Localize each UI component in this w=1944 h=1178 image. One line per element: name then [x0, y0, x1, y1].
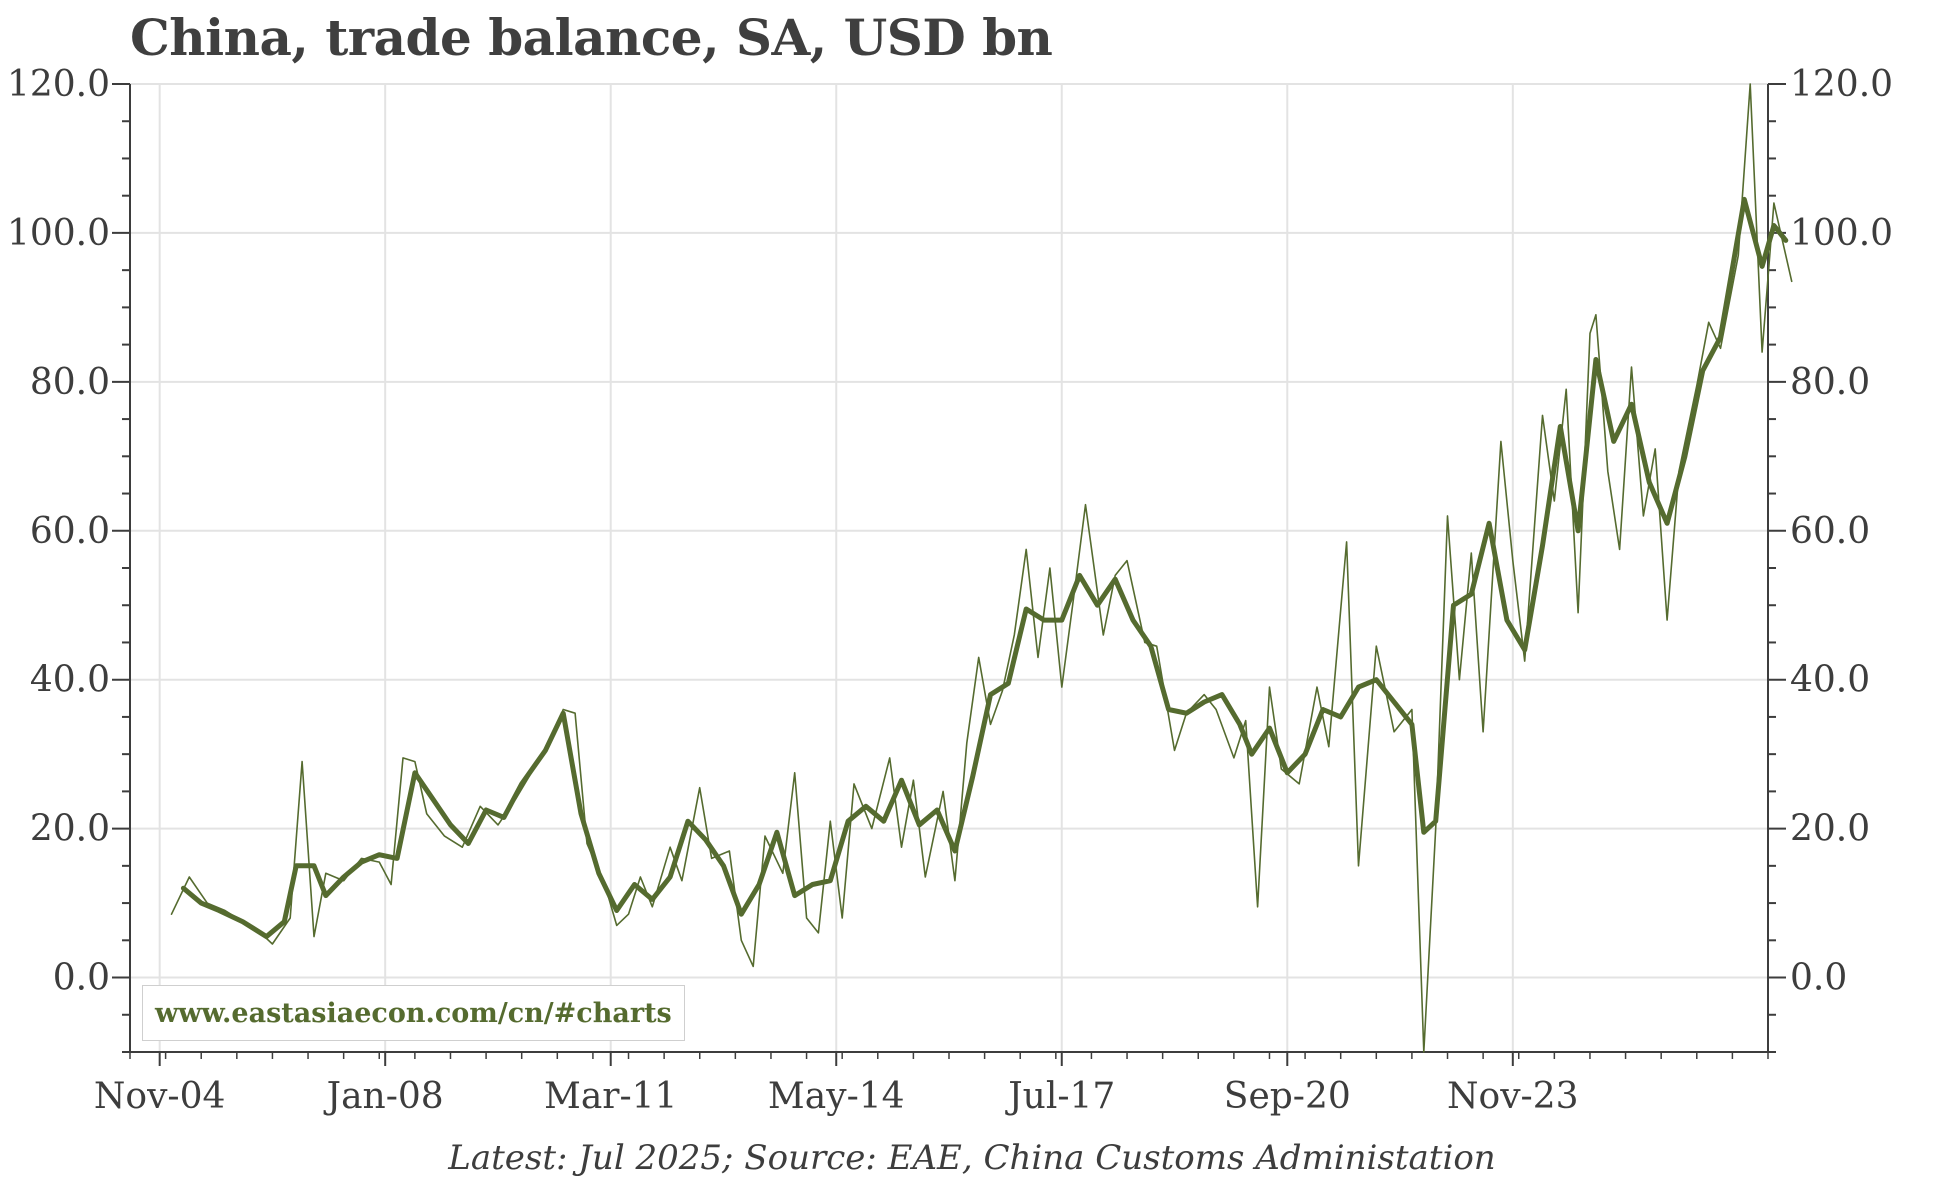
y-tick-label-left: 80.0 — [30, 362, 110, 403]
x-tick-label: Mar-11 — [544, 1076, 678, 1117]
plot-frame — [129, 83, 1769, 1053]
y-tick-label-left: 20.0 — [30, 809, 110, 850]
y-tick-label-right: 80.0 — [1790, 362, 1870, 403]
y-tick-label-left: 100.0 — [7, 213, 110, 254]
y-tick-label-right: 20.0 — [1790, 809, 1870, 850]
y-tick-label-right: 100.0 — [1790, 213, 1893, 254]
y-tick-label-right: 120.0 — [1790, 64, 1893, 105]
x-tick-label: May-14 — [768, 1076, 905, 1117]
x-tick-label: Jan-08 — [323, 1076, 444, 1117]
y-tick-label-left: 40.0 — [30, 660, 110, 701]
y-tick-label-right: 0.0 — [1790, 958, 1847, 999]
x-tick-label: Nov-04 — [94, 1076, 225, 1117]
y-tick-label-left: 0.0 — [53, 958, 110, 999]
series-line-thin — [170, 83, 1793, 1053]
source-note: Latest: Jul 2025; Source: EAE, China Cus… — [448, 1138, 1496, 1178]
x-tick-label: Nov-23 — [1447, 1076, 1578, 1117]
axes — [112, 83, 1786, 1066]
y-tick-label-right: 40.0 — [1790, 660, 1870, 701]
watermark-url[interactable]: www.eastasiaecon.com/cn/#charts — [142, 985, 685, 1041]
y-tick-label-right: 60.0 — [1790, 511, 1870, 552]
tick-labels: 120.0 120.0 100.0 100.0 80.0 80.0 60.0 60.0 40.0… — [7, 64, 1893, 1117]
series-line-thick — [180, 196, 1789, 940]
gridlines — [129, 83, 1769, 1053]
y-tick-label-left: 120.0 — [7, 64, 110, 105]
chart-title: China, trade balance, SA, USD bn — [130, 8, 1053, 67]
x-tick-label: Sep-20 — [1224, 1076, 1351, 1117]
y-tick-label-left: 60.0 — [30, 511, 110, 552]
x-tick-label: Jul-17 — [1004, 1076, 1115, 1117]
series-lines — [170, 83, 1793, 1053]
